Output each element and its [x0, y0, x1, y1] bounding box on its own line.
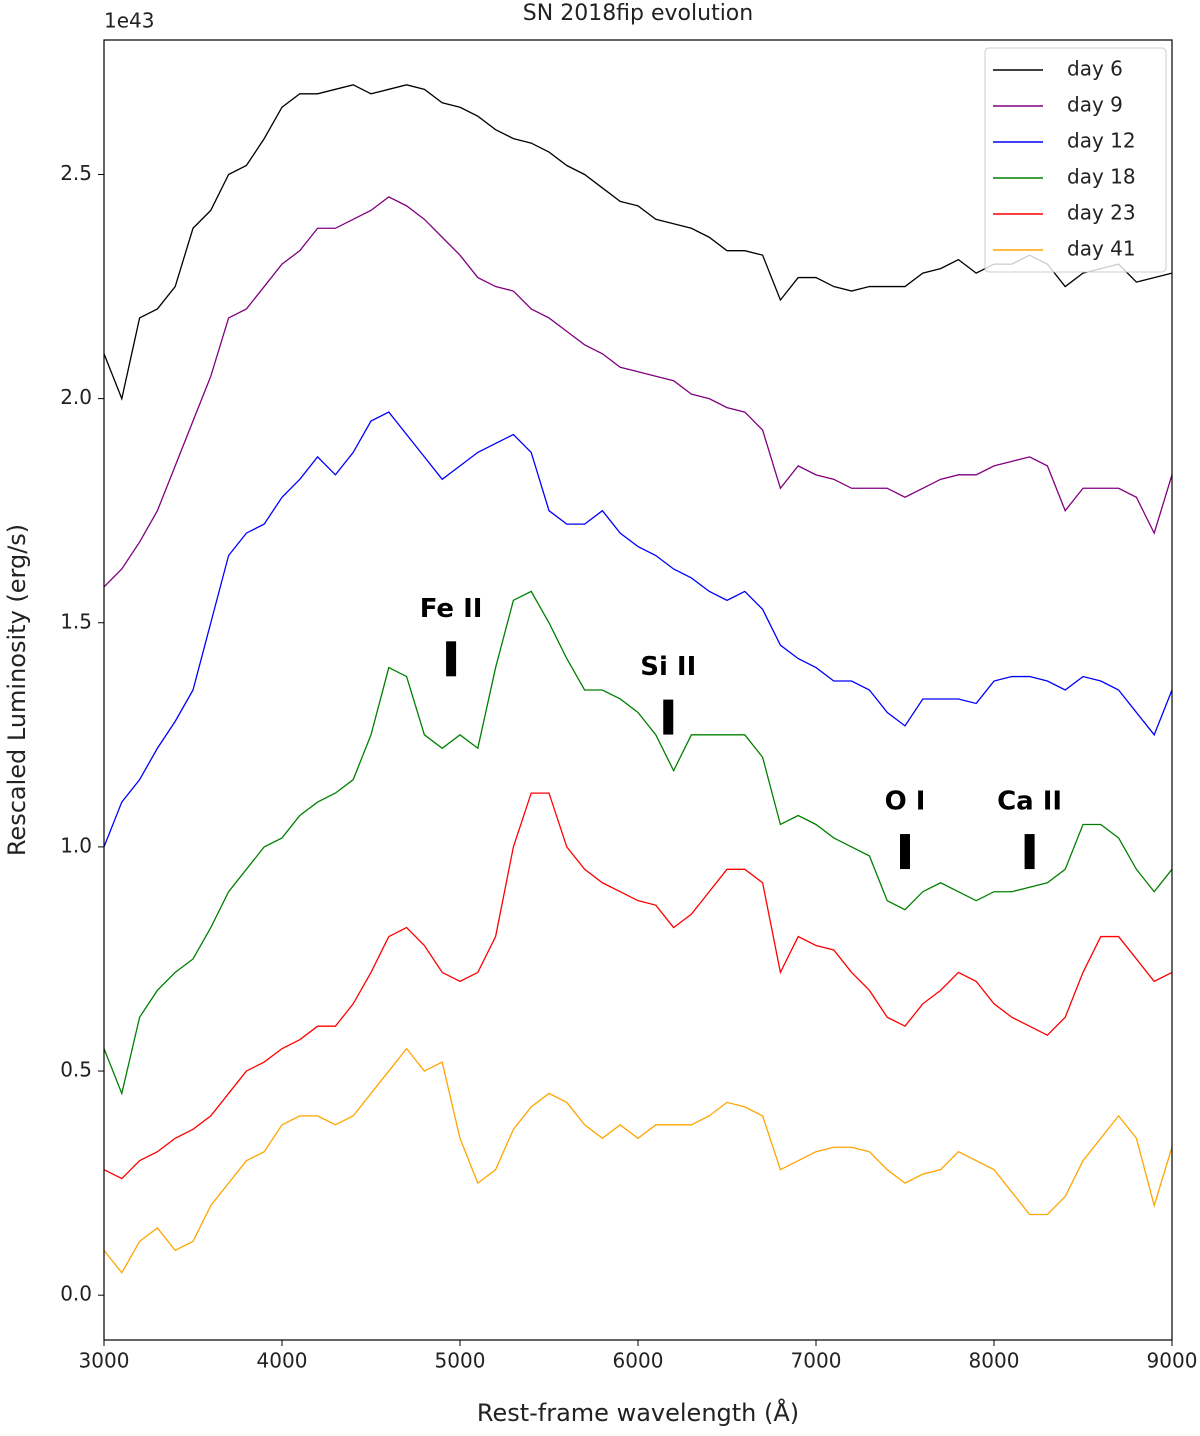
- legend-label: day 6: [1067, 57, 1123, 81]
- y-tick-label: 0.5: [60, 1058, 92, 1082]
- annotation-marker: [1024, 834, 1035, 870]
- legend-box: [984, 47, 1167, 273]
- x-tick-label: 6000: [613, 1349, 664, 1373]
- annotation-label: Fe II: [420, 594, 483, 624]
- x-tick-label: 9000: [1147, 1349, 1198, 1373]
- x-tick-label: 3000: [79, 1349, 130, 1373]
- y-offset-label: 1e43: [104, 9, 154, 33]
- x-tick-label: 4000: [257, 1349, 308, 1373]
- spectrum-line: [103, 196, 1173, 588]
- annotation-marker: [446, 641, 457, 677]
- y-tick-label: 1.0: [60, 833, 92, 857]
- plot-frame: [103, 39, 1173, 1341]
- legend-label: day 23: [1067, 201, 1136, 225]
- legend-label: day 12: [1067, 129, 1136, 153]
- x-tick-label: 7000: [791, 1349, 842, 1373]
- x-tick-label: 5000: [435, 1349, 486, 1373]
- spectrum-line: [103, 411, 1173, 848]
- legend-label: day 41: [1067, 237, 1136, 261]
- y-tick-label: 0.0: [60, 1282, 92, 1306]
- annotation-marker: [663, 699, 674, 735]
- annotation-label: Ca II: [997, 787, 1062, 817]
- legend-label: day 18: [1067, 165, 1136, 189]
- chart-title: SN 2018fip evolution: [523, 1, 753, 26]
- y-tick-label: 2.0: [60, 385, 92, 409]
- annotation-marker: [900, 834, 910, 870]
- legend-label: day 9: [1067, 93, 1123, 117]
- y-tick-label: 1.5: [60, 609, 92, 633]
- y-tick-label: 2.5: [60, 161, 92, 185]
- x-tick-label: 8000: [969, 1349, 1020, 1373]
- y-axis-label: Rescaled Luminosity (erg/s): [3, 524, 31, 856]
- annotation-label: Si II: [640, 652, 696, 682]
- spectrum-line: [103, 1047, 1173, 1274]
- spectrum-line: [103, 792, 1173, 1180]
- annotation-label: O I: [885, 787, 926, 817]
- x-axis-label: Rest-frame wavelength (Å): [477, 1398, 799, 1427]
- spectrum-line: [103, 590, 1173, 1096]
